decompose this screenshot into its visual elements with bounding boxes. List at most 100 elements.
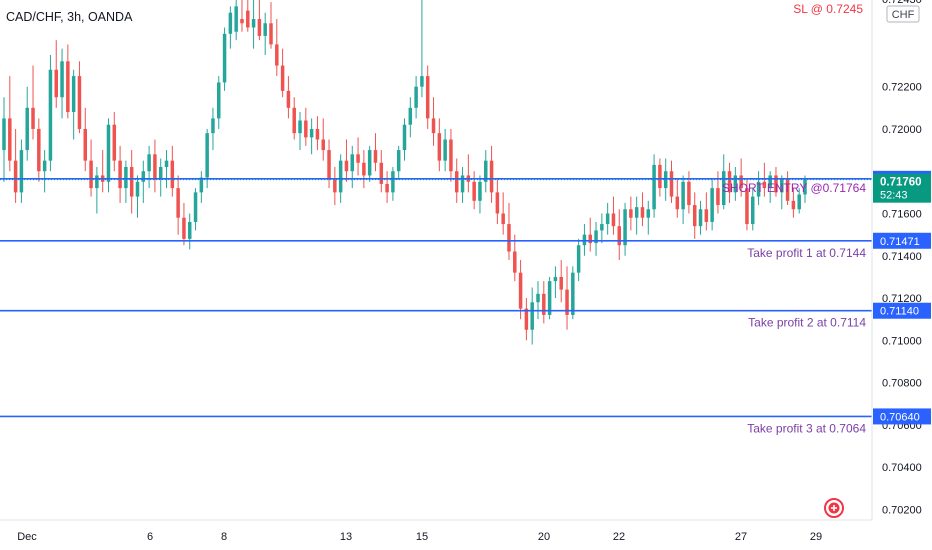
candle [489, 145, 494, 203]
candle [350, 145, 355, 189]
candle [333, 166, 337, 206]
time-tick-label: 29 [810, 531, 822, 543]
candle [275, 19, 279, 77]
time-tick-label: 8 [221, 531, 227, 543]
candle [704, 192, 709, 231]
price-axis-labels: 0.72200 0.72000 0.71600 0.71400 0.71200 0.710… [882, 0, 922, 516]
candle [176, 175, 180, 235]
price-tick-label: 0.72430 [882, 0, 922, 6]
candle [25, 86, 29, 161]
candle [791, 188, 796, 218]
price-tick-label: 0.70400 [882, 462, 922, 474]
price-tick-label: 0.72000 [882, 124, 922, 136]
candle [414, 76, 418, 119]
candle [170, 145, 175, 197]
candle [756, 171, 761, 206]
candle [396, 145, 401, 180]
candle [797, 188, 801, 214]
candle [785, 171, 790, 206]
take-profit-line[interactable]: Take profit 2 at 0.7114 [0, 309, 872, 330]
candle [681, 175, 685, 225]
candle [89, 139, 93, 197]
currency-button[interactable]: CHF [886, 5, 920, 23]
candle [280, 48, 285, 98]
candle [385, 171, 389, 203]
candle [106, 118, 111, 193]
candle [211, 107, 215, 151]
candle [710, 179, 714, 231]
candle [774, 166, 778, 197]
candle [588, 217, 592, 252]
price-tick-label: 0.71400 [882, 251, 922, 263]
take-profit-line[interactable]: Take profit 3 at 0.7064 [0, 415, 872, 435]
candle [780, 175, 784, 210]
candle [391, 166, 395, 201]
candle [443, 128, 447, 172]
candle [507, 202, 511, 260]
candle [286, 76, 291, 119]
candle [13, 128, 18, 203]
take-profit-label: Take profit 3 at 0.7064 [747, 421, 866, 435]
candle [721, 154, 726, 210]
candle [663, 158, 668, 201]
candle [420, 0, 424, 98]
stop-loss-note: SL @ 0.7245 [793, 2, 863, 16]
symbol-title: CAD/CHF, 3h, OANDA [6, 10, 133, 24]
candle [164, 150, 169, 189]
candle [594, 221, 598, 256]
take-profit-line[interactable]: Take profit 1 at 0.7144 [0, 239, 872, 260]
svg-text:0.71471: 0.71471 [880, 236, 920, 248]
candle [315, 116, 320, 151]
candle [158, 158, 163, 197]
candle [542, 281, 546, 324]
candle [129, 150, 134, 214]
candle [228, 6, 233, 49]
candle [425, 65, 430, 129]
short-entry-label: SHORT ENTRY @0.71764 [722, 181, 866, 195]
candle [251, 0, 256, 49]
candle [402, 118, 407, 161]
candle [484, 150, 488, 193]
candle [629, 196, 633, 231]
candle [431, 97, 436, 146]
candle [234, 0, 238, 41]
price-tick-label: 0.71000 [882, 335, 922, 347]
price-tick-label: 0.70200 [882, 504, 922, 516]
price-tick-label: 0.70800 [882, 378, 922, 390]
candle [623, 202, 627, 256]
candle [240, 0, 244, 32]
candle [727, 162, 732, 203]
time-tick-label: 20 [538, 531, 550, 543]
candle [356, 137, 360, 176]
svg-text:0.70640: 0.70640 [880, 411, 920, 423]
candle [530, 287, 534, 345]
candle [553, 266, 558, 299]
add-alert-button[interactable] [824, 498, 844, 518]
candles-layer [2, 0, 807, 345]
take-profit-label: Take profit 2 at 0.7114 [748, 316, 866, 330]
candle [182, 202, 186, 246]
candle [309, 118, 314, 155]
candle [501, 192, 505, 235]
candle [576, 238, 581, 282]
candle [536, 281, 540, 320]
time-tick-label: Dec [17, 531, 37, 543]
candle [42, 150, 47, 193]
candle [2, 97, 6, 182]
candle [437, 118, 442, 172]
levels-layer: SHORT ENTRY @0.71764 Take profit 1 at 0.7… [0, 178, 872, 435]
candle [495, 179, 500, 225]
bar-countdown: 52:43 [880, 190, 908, 202]
candle [751, 188, 755, 231]
candle [269, 2, 273, 49]
svg-text:0.71760: 0.71760 [880, 177, 922, 189]
candle [71, 69, 76, 140]
candle [217, 76, 221, 129]
candle [582, 224, 587, 256]
short-entry-line[interactable]: SHORT ENTRY @0.71764 [0, 178, 872, 195]
candle [141, 160, 146, 203]
time-tick-label: 6 [147, 531, 153, 543]
candle [472, 171, 476, 210]
